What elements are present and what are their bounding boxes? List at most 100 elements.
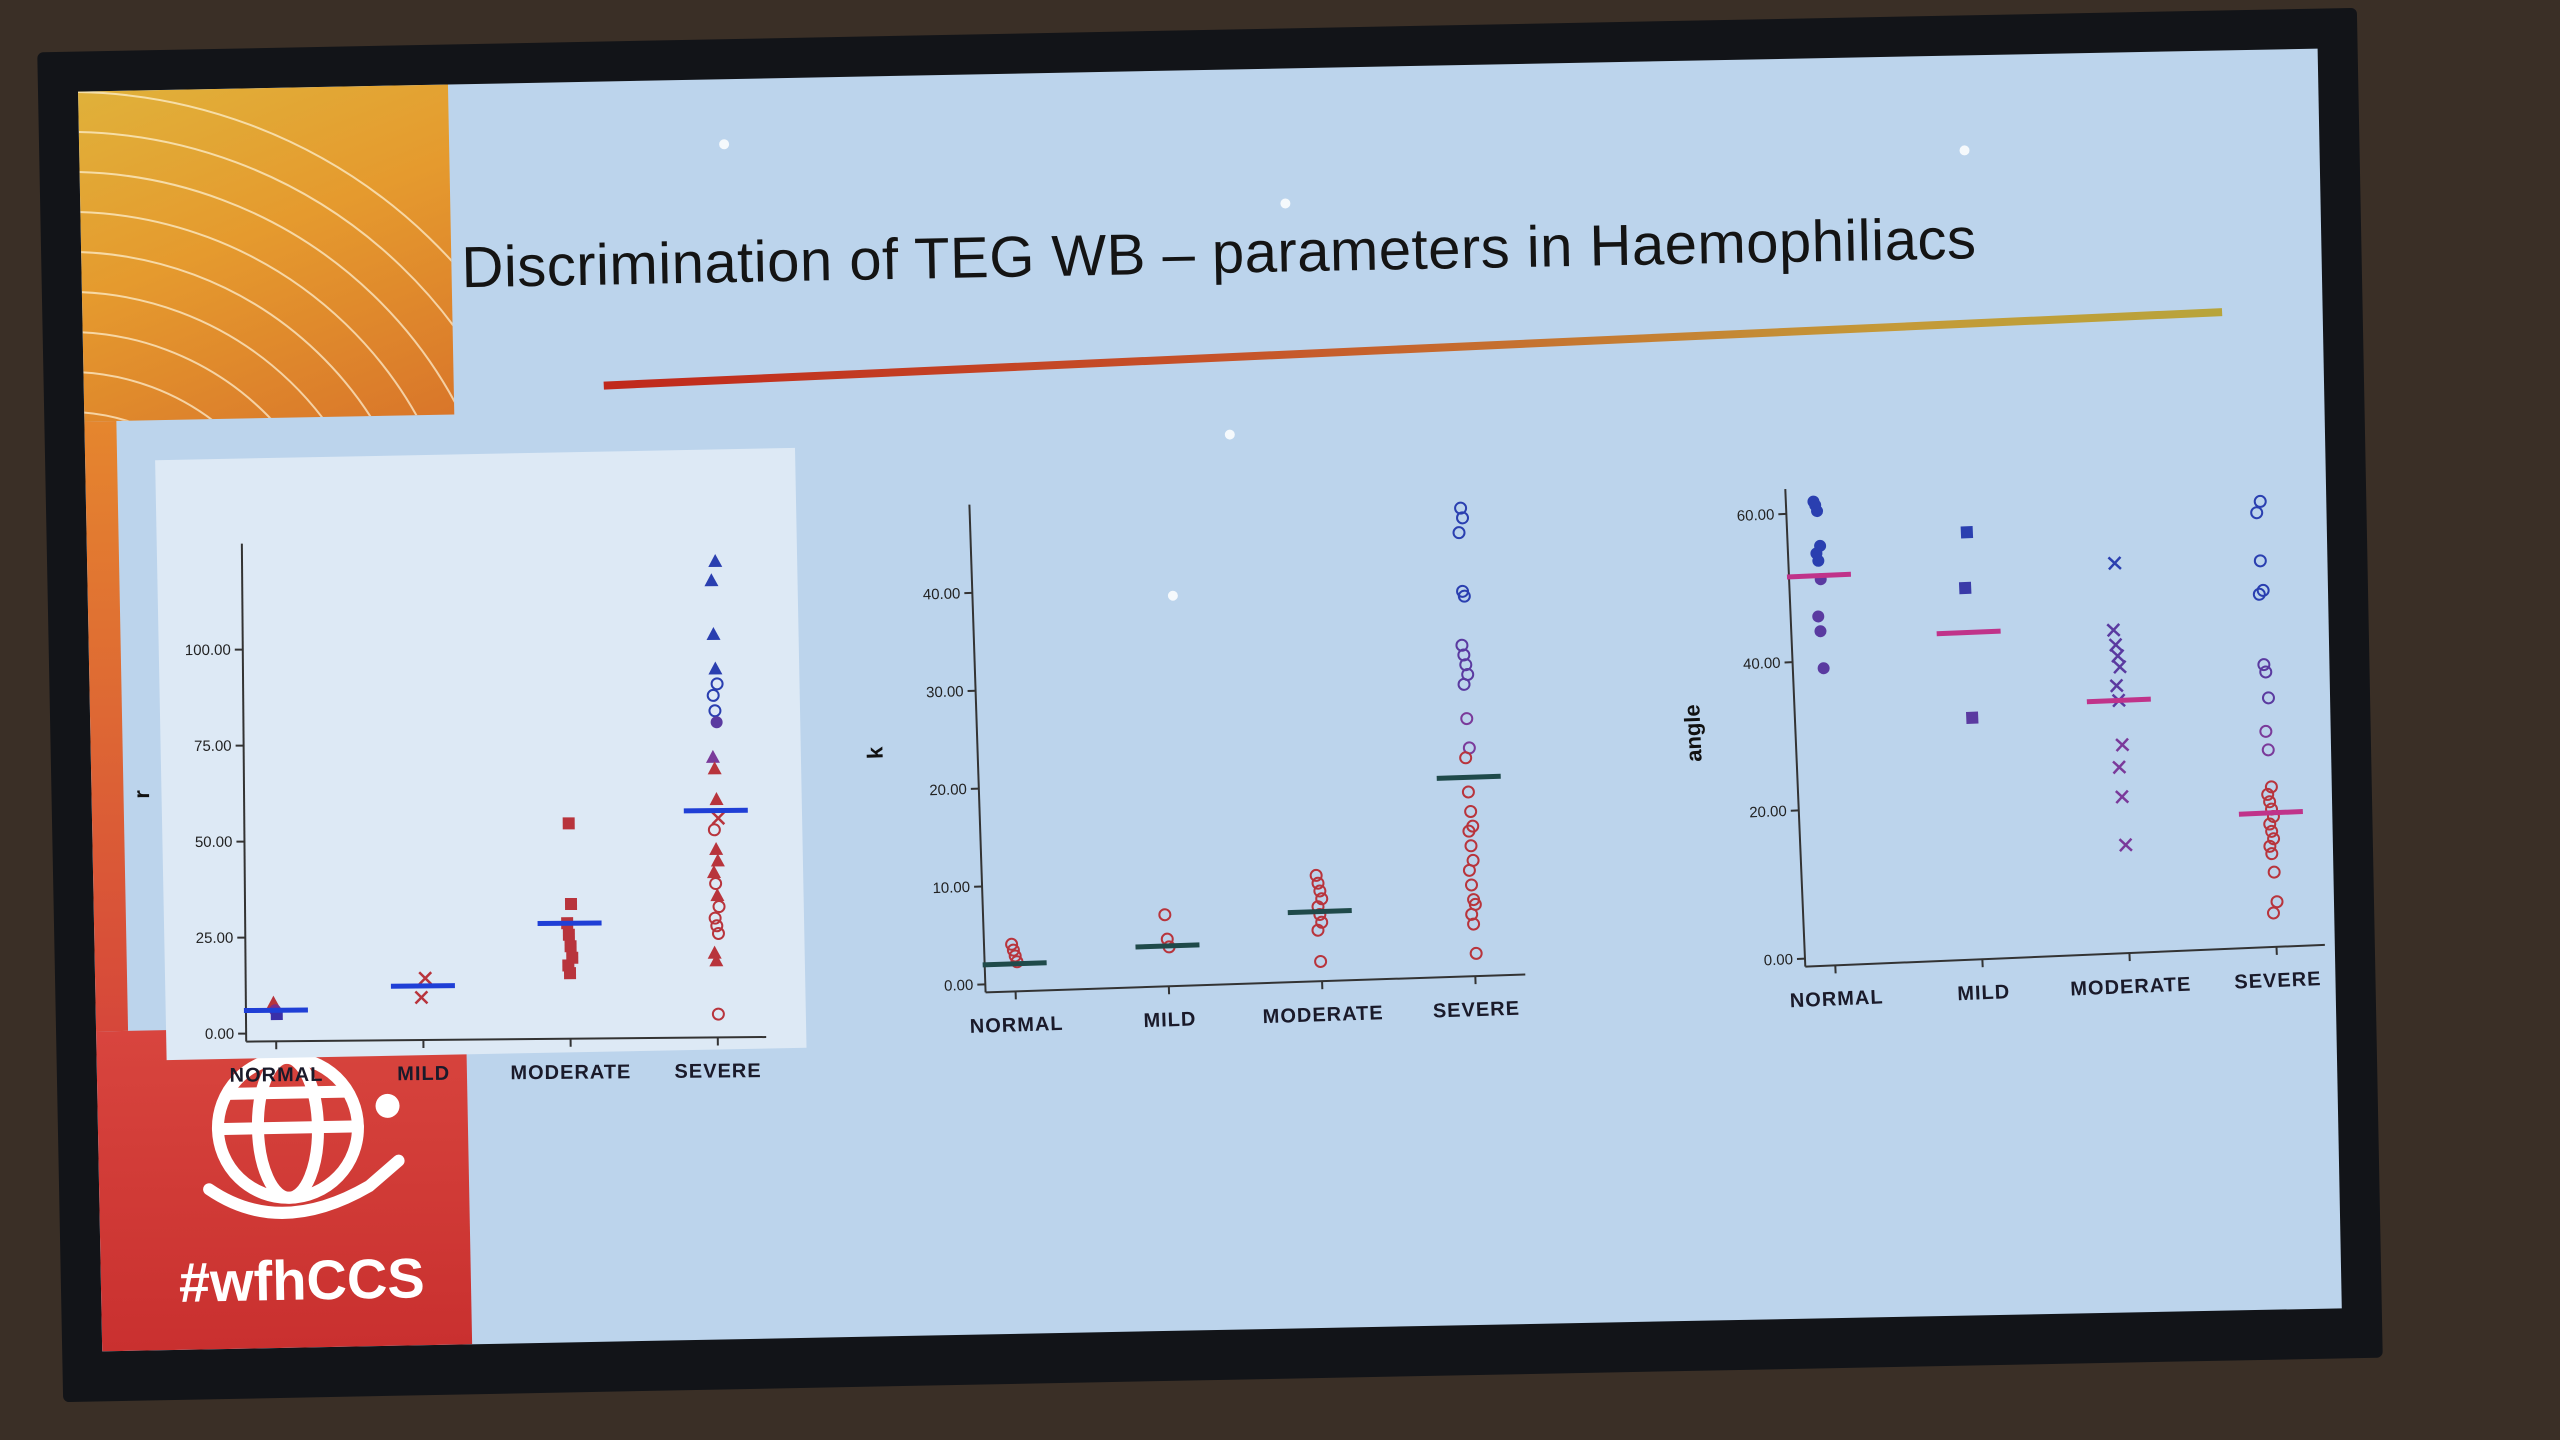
data-point (2112, 659, 2127, 675)
data-point (710, 716, 723, 729)
y-axis-line (240, 543, 248, 1042)
mean-line (1436, 773, 1501, 781)
data-point (710, 919, 724, 933)
light-reflection (1959, 145, 1970, 156)
data-point (711, 1007, 725, 1021)
y-axis-title: k (862, 746, 887, 760)
data-point (1460, 712, 1474, 726)
x-axis-line (985, 973, 1526, 994)
data-point (710, 888, 725, 902)
x-category-label: NORMAL (969, 1013, 1063, 1038)
data-point (2263, 817, 2277, 831)
data-point (2106, 623, 2121, 638)
y-tick-label: 100.00 (185, 642, 231, 659)
x-axis-line (1805, 943, 2325, 968)
data-point (564, 940, 577, 953)
mean-line (1135, 942, 1200, 950)
y-axis-title: r (129, 790, 154, 799)
data-point (712, 900, 726, 914)
mean-line (1936, 628, 2001, 637)
y-tick-label: 0.00 (205, 1026, 234, 1043)
data-point (2250, 506, 2264, 520)
x-category-label: SEVERE (1433, 998, 1521, 1023)
y-axis-title: angle (1679, 704, 1706, 762)
data-point (1464, 839, 1478, 853)
data-point (706, 626, 721, 641)
data-point (1461, 785, 1475, 799)
data-point (1456, 511, 1470, 525)
brand-corner-top (78, 84, 455, 422)
data-point (1457, 677, 1471, 691)
data-point (709, 877, 723, 891)
data-point (2264, 780, 2278, 794)
data-point (1464, 878, 1478, 892)
data-point (2112, 760, 2127, 775)
y-tick-label: 25.00 (196, 930, 234, 947)
data-point (2263, 795, 2277, 809)
y-tick-label: 20.00 (929, 781, 967, 799)
y-tick-label: 20.00 (1749, 803, 1787, 822)
y-axis-line (1784, 488, 1807, 967)
brand-side-strip (84, 420, 129, 1032)
data-point (704, 573, 719, 587)
data-point (1467, 917, 1481, 931)
data-point (2265, 824, 2279, 838)
light-reflection (719, 139, 730, 150)
data-point (2261, 743, 2275, 757)
data-point (2261, 691, 2275, 705)
data-point (2108, 637, 2123, 652)
data-point (1452, 526, 1466, 540)
data-point (2257, 658, 2271, 672)
data-point (1313, 907, 1327, 921)
data-point (707, 945, 722, 959)
y-tick-label: 0.00 (944, 977, 974, 995)
x-category-label: SEVERE (674, 1060, 761, 1083)
arc-pattern-icon (78, 90, 455, 422)
x-axis-line (246, 1036, 767, 1043)
x-category-label: NORMAL (230, 1064, 324, 1087)
data-point (2270, 895, 2284, 909)
chart-plot-group: 0.00 25.00 50.00 75.00 100.00 r NORMAL MILD MODE… (129, 543, 767, 1087)
data-point (1469, 946, 1483, 960)
presentation-slide: #wfhCCS Discrimination of TEG WB – param… (78, 48, 2342, 1352)
mean-line (243, 1007, 308, 1014)
y-tick-label: 75.00 (194, 738, 232, 755)
data-point (707, 761, 722, 775)
data-point (1005, 937, 1019, 951)
data-point (709, 953, 724, 967)
chart-k: 0.00 10.00 20.00 30.00 40.00 k NORMAL MILD MODER… (862, 501, 1526, 1038)
data-point (564, 897, 578, 911)
data-point (708, 704, 722, 718)
data-point (707, 823, 721, 837)
data-point (2107, 556, 2122, 571)
mean-line (390, 983, 455, 989)
data-point (1309, 868, 1323, 882)
data-point (2114, 789, 2130, 804)
data-point (1311, 923, 1325, 937)
y-tick-label: 0.00 (1763, 951, 1793, 969)
data-point (1814, 625, 1827, 638)
data-point (1812, 610, 1825, 623)
y-tick-label: 60.00 (1736, 506, 1774, 525)
x-category-label: MODERATE (2070, 973, 2192, 1000)
data-point (2115, 737, 2130, 752)
chart-r: 0.00 25.00 50.00 75.00 100.00 r NORMAL MILD MODE… (129, 543, 767, 1087)
chart-plot-group: 0.00 20.00 40.00 60.00 angle NORMAL MILD MODERA… (1679, 488, 2325, 1012)
display-bezel: #wfhCCS Discrimination of TEG WB – param… (37, 7, 2383, 1403)
x-category-label: NORMAL (1789, 986, 1884, 1012)
data-point (711, 926, 725, 940)
mean-line (2086, 696, 2151, 705)
data-point (562, 817, 575, 830)
data-point (706, 688, 720, 702)
data-point (1311, 876, 1325, 890)
data-point (1812, 554, 1825, 567)
data-point (1462, 824, 1476, 838)
data-point (1817, 662, 1830, 675)
data-point (2253, 554, 2267, 568)
data-point (2252, 587, 2266, 601)
data-point (2267, 832, 2281, 846)
data-point (1314, 954, 1328, 968)
data-point (1811, 505, 1824, 518)
chart-angle: 0.00 20.00 40.00 60.00 angle NORMAL MILD MODERA… (1679, 488, 2325, 1012)
data-point (1457, 589, 1471, 603)
